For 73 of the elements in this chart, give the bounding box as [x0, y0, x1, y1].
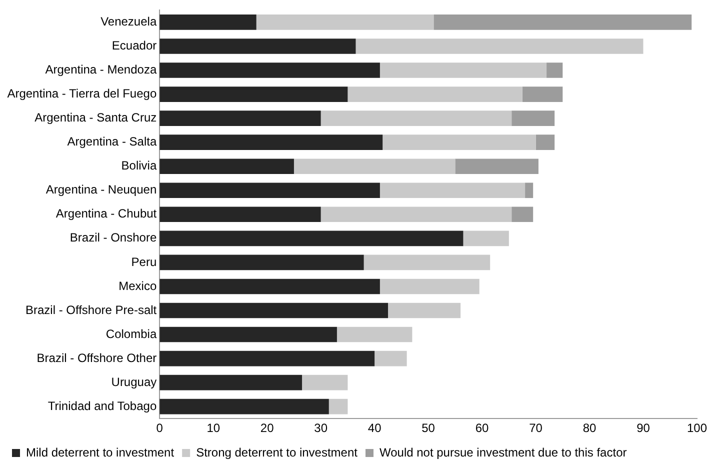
bar: [546, 62, 563, 78]
bar: [160, 374, 302, 390]
bar: [160, 254, 364, 270]
bar: [388, 302, 461, 318]
bar: [380, 182, 526, 198]
x-tick-label: 0: [156, 421, 164, 436]
bar: [380, 278, 480, 294]
y-tick-label: Argentina - Chubut: [56, 206, 158, 221]
y-tick-label: Mexico: [118, 278, 157, 293]
bar: [320, 110, 512, 126]
bar: [160, 14, 256, 30]
bar: [382, 134, 536, 150]
x-tick-label: 40: [368, 421, 382, 436]
bar: [512, 110, 555, 126]
bar: [160, 158, 294, 174]
bar: [160, 398, 329, 414]
bar: [160, 62, 380, 78]
x-tick-label: 90: [636, 421, 650, 436]
bar: [160, 350, 375, 366]
y-tick-label: Uruguay: [111, 374, 157, 389]
bar: [160, 302, 388, 318]
bar: [294, 158, 456, 174]
y-tick-label: Argentina - Neuquen: [46, 182, 157, 197]
legend-label: Mild deterrent to investment: [26, 445, 175, 460]
bar: [320, 206, 512, 222]
y-tick-label: Argentina - Santa Cruz: [34, 110, 157, 125]
bar: [160, 38, 356, 54]
y-tick-label: Argentina - Tierra del Fuego: [7, 86, 157, 101]
y-tick-label: Bolivia: [121, 158, 157, 173]
bar: [160, 86, 348, 102]
bar: [380, 62, 547, 78]
x-tick-label: 70: [529, 421, 543, 436]
y-tick-label: Ecuador: [112, 38, 157, 53]
bar: [160, 182, 380, 198]
x-tick-label: 20: [260, 421, 274, 436]
x-tick-label: 100: [686, 421, 708, 436]
bar: [302, 374, 348, 390]
bar: [364, 254, 490, 270]
y-tick-label: Peru: [131, 254, 157, 269]
bar: [160, 230, 464, 246]
bar: [536, 134, 555, 150]
y-tick-label: Brazil - Offshore Pre-salt: [25, 302, 158, 317]
legend-label: Would not pursue investment due to this factor: [379, 445, 627, 460]
y-tick-label: Brazil - Offshore Other: [36, 350, 157, 365]
x-tick-label: 60: [475, 421, 490, 436]
y-tick-label: Argentina - Salta: [67, 134, 157, 149]
bar: [328, 398, 348, 414]
x-tick-label: 80: [582, 421, 597, 436]
y-tick-label: Colombia: [106, 326, 157, 341]
bar: [463, 230, 509, 246]
bar: [348, 86, 522, 102]
bar: [336, 326, 412, 342]
bar: [160, 134, 383, 150]
bar: [160, 278, 380, 294]
x-tick-label: 10: [206, 421, 220, 436]
bar: [160, 206, 321, 222]
bar: [525, 182, 534, 198]
bar: [256, 14, 434, 30]
bar: [455, 158, 538, 174]
bar: [160, 326, 337, 342]
y-tick-label: Argentina - Mendoza: [45, 62, 157, 77]
legend-label: Strong deterrent to investment: [196, 445, 358, 460]
bar: [160, 110, 321, 126]
bar: [374, 350, 407, 366]
bar: [512, 206, 534, 222]
bar: [356, 38, 644, 54]
x-tick-label: 30: [314, 421, 328, 436]
bar: [434, 14, 692, 30]
bar: [522, 86, 563, 102]
y-tick-label: Trinidad and Tobago: [48, 398, 157, 413]
y-tick-label: Venezuela: [100, 14, 157, 29]
x-tick-label: 50: [422, 421, 436, 436]
y-tick-label: Brazil - Onshore: [70, 230, 157, 245]
